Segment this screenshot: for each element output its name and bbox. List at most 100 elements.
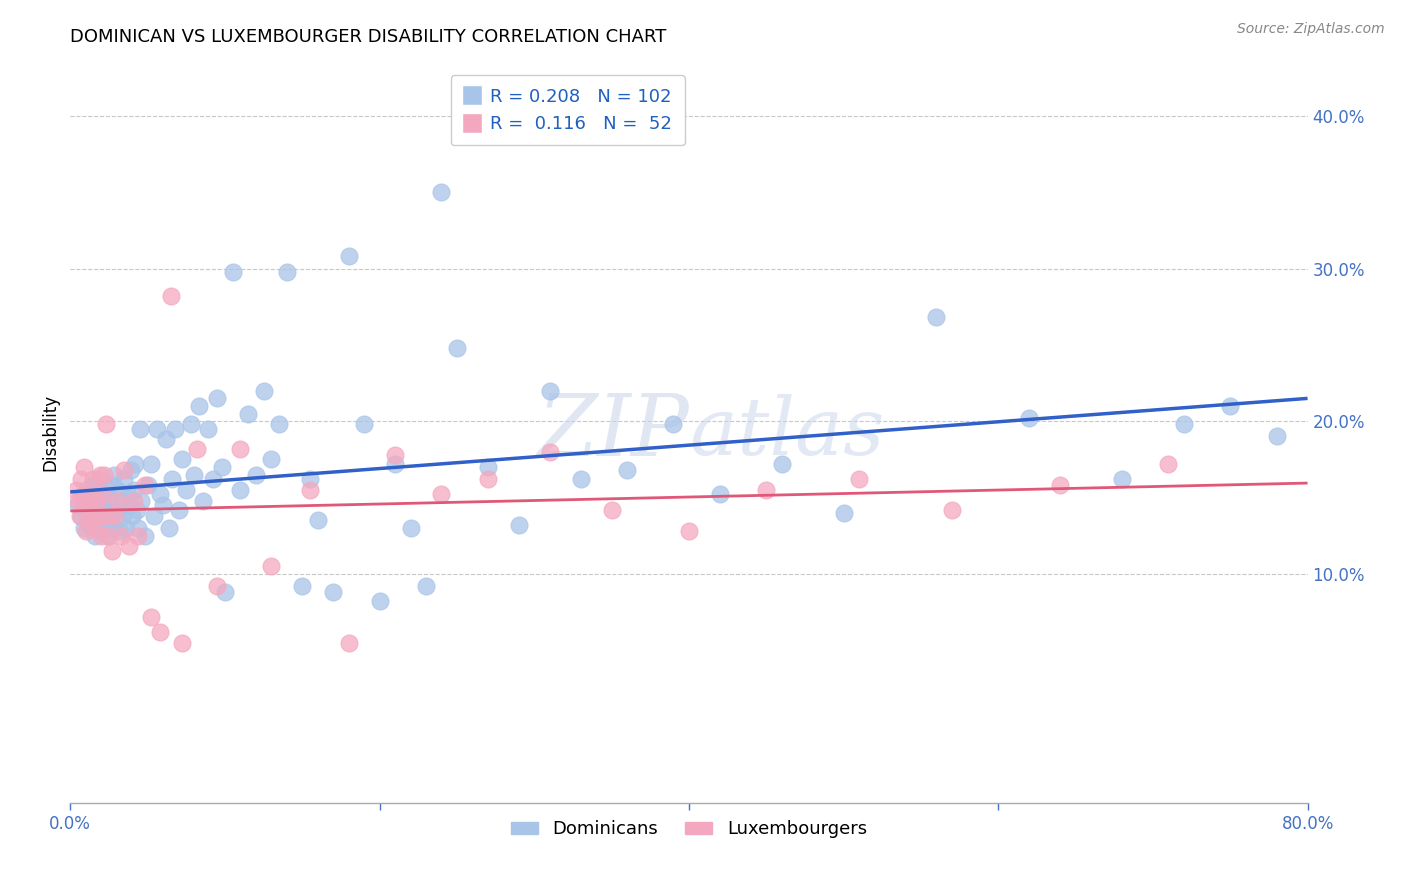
Point bbox=[87, 491, 110, 505]
Point bbox=[104, 508, 127, 523]
Point bbox=[134, 478, 156, 492]
Point bbox=[118, 498, 141, 512]
Point bbox=[72, 491, 94, 505]
Point bbox=[87, 472, 110, 486]
Point bbox=[129, 422, 152, 436]
Point bbox=[103, 521, 125, 535]
Point bbox=[86, 512, 108, 526]
Point bbox=[103, 467, 125, 482]
Point bbox=[136, 478, 159, 492]
Point bbox=[477, 460, 499, 475]
Point bbox=[76, 498, 98, 512]
Point bbox=[211, 460, 233, 475]
Point bbox=[107, 483, 129, 497]
Point bbox=[115, 521, 138, 535]
Point bbox=[193, 493, 215, 508]
Point bbox=[90, 529, 112, 543]
Point bbox=[100, 512, 122, 526]
Point bbox=[105, 502, 128, 516]
Point bbox=[101, 478, 124, 492]
Point bbox=[508, 518, 530, 533]
Point bbox=[139, 457, 162, 471]
Point bbox=[299, 472, 322, 486]
Point bbox=[118, 539, 141, 553]
Point bbox=[353, 417, 375, 432]
Text: atlas: atlas bbox=[689, 394, 884, 471]
Point bbox=[114, 472, 135, 486]
Point bbox=[183, 467, 205, 482]
Point bbox=[107, 493, 129, 508]
Point bbox=[1219, 399, 1241, 413]
Point bbox=[207, 391, 229, 405]
Point bbox=[146, 422, 169, 436]
Point bbox=[229, 442, 252, 456]
Point bbox=[122, 493, 145, 508]
Point bbox=[139, 609, 162, 624]
Point bbox=[94, 417, 117, 432]
Text: DOMINICAN VS LUXEMBOURGER DISABILITY CORRELATION CHART: DOMINICAN VS LUXEMBOURGER DISABILITY COR… bbox=[70, 28, 666, 45]
Text: ZIP: ZIP bbox=[537, 392, 689, 474]
Point bbox=[222, 264, 245, 278]
Point bbox=[477, 472, 499, 486]
Point bbox=[167, 502, 190, 516]
Point bbox=[94, 501, 117, 516]
Point bbox=[84, 521, 107, 535]
Point bbox=[96, 529, 118, 543]
Point bbox=[73, 521, 96, 535]
Point bbox=[430, 487, 453, 501]
Point bbox=[73, 460, 96, 475]
Point bbox=[197, 422, 219, 436]
Point bbox=[84, 529, 107, 543]
Point bbox=[87, 508, 110, 523]
Point bbox=[600, 502, 623, 516]
Point bbox=[131, 493, 153, 508]
Point bbox=[80, 506, 103, 520]
Point bbox=[98, 529, 120, 543]
Point bbox=[121, 508, 143, 523]
Y-axis label: Disability: Disability bbox=[41, 394, 59, 471]
Point bbox=[157, 521, 180, 535]
Point bbox=[108, 524, 131, 538]
Point bbox=[96, 481, 118, 495]
Point bbox=[82, 472, 105, 486]
Point bbox=[124, 457, 146, 471]
Point bbox=[134, 529, 156, 543]
Point bbox=[709, 487, 731, 501]
Point bbox=[77, 518, 100, 533]
Point bbox=[384, 457, 406, 471]
Point bbox=[245, 467, 267, 482]
Point bbox=[70, 472, 93, 486]
Point bbox=[1018, 411, 1040, 425]
Point bbox=[93, 521, 115, 535]
Point bbox=[538, 384, 561, 398]
Point bbox=[75, 524, 97, 538]
Point bbox=[207, 579, 229, 593]
Legend: Dominicans, Luxembourgers: Dominicans, Luxembourgers bbox=[503, 814, 875, 846]
Point bbox=[616, 463, 638, 477]
Point bbox=[70, 508, 93, 523]
Point bbox=[238, 407, 260, 421]
Point bbox=[86, 493, 108, 508]
Point bbox=[384, 448, 406, 462]
Point bbox=[160, 289, 183, 303]
Point bbox=[269, 417, 291, 432]
Point bbox=[152, 498, 174, 512]
Point bbox=[430, 185, 453, 199]
Point bbox=[291, 579, 314, 593]
Point bbox=[201, 472, 224, 486]
Point bbox=[1265, 429, 1288, 443]
Point bbox=[142, 508, 165, 523]
Point bbox=[90, 498, 112, 512]
Point bbox=[114, 463, 135, 477]
Point bbox=[72, 493, 94, 508]
Point bbox=[415, 579, 437, 593]
Point bbox=[65, 483, 87, 497]
Point bbox=[110, 493, 132, 508]
Point bbox=[75, 502, 97, 516]
Point bbox=[662, 417, 685, 432]
Point bbox=[120, 463, 142, 477]
Point bbox=[110, 529, 132, 543]
Point bbox=[678, 524, 700, 538]
Point bbox=[155, 433, 177, 447]
Point bbox=[399, 521, 422, 535]
